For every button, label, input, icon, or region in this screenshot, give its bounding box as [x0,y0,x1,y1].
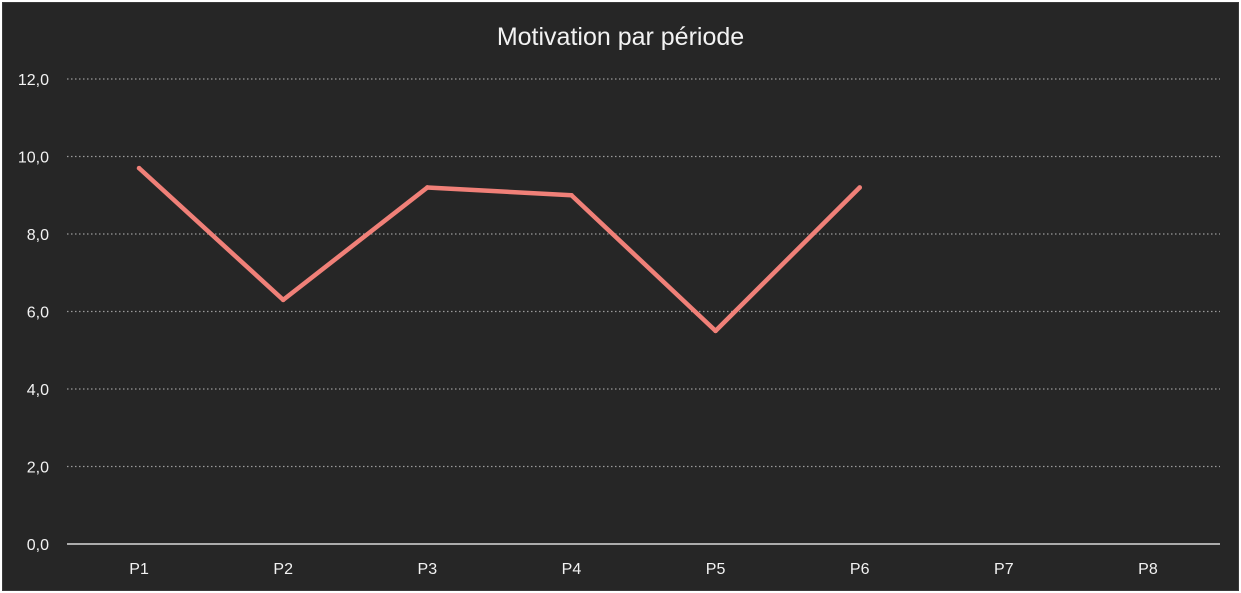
series-segment [713,185,862,334]
plot-area: 0,0 2,0 4,0 6,0 8,0 10,0 12,0 P1 P2 P3 P4 P5 P6 P7 P8 [18,72,1220,578]
chart-title: Motivation par période [496,23,745,51]
series-segment [280,185,430,303]
x-tick-label: P6 [850,561,870,578]
x-tick-label: P1 [129,561,149,578]
data-point [857,185,862,190]
x-tick-label: P5 [706,561,726,578]
x-tick-label: P2 [273,561,293,578]
series-segment [569,193,718,334]
data-point [136,165,142,171]
series-layer [136,165,862,334]
data-point [425,185,430,190]
x-tick-label: P8 [1138,561,1158,578]
x-tick-label: P4 [562,561,582,578]
axes: 0,0 2,0 4,0 6,0 8,0 10,0 12,0 P1 P2 P3 P4 P5 P6 P7 P8 [18,72,1220,578]
x-tick-label: P7 [994,561,1014,578]
y-tick-label: 6,0 [27,305,49,322]
y-tick-label: 10,0 [18,150,49,167]
y-tick-label: 2,0 [27,460,49,477]
data-point [713,328,718,334]
data-point [280,297,286,303]
y-tick-label: 12,0 [18,72,49,89]
y-tick-label: 8,0 [27,227,49,244]
x-tick-label: P3 [418,561,438,578]
gridlines [67,78,1220,468]
y-tick-label: 0,0 [27,537,49,554]
series-segment [425,185,574,198]
series-segment [136,165,286,303]
data-point [569,193,574,198]
y-tick-label: 4,0 [27,382,49,399]
